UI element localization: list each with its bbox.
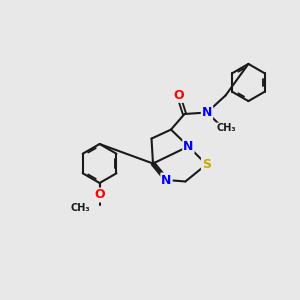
Text: N: N: [183, 140, 194, 153]
Text: S: S: [202, 158, 211, 171]
Text: CH₃: CH₃: [70, 202, 90, 213]
Text: O: O: [94, 188, 105, 202]
Text: N: N: [161, 173, 172, 187]
Text: CH₃: CH₃: [216, 123, 236, 134]
Text: O: O: [173, 89, 184, 102]
Text: N: N: [202, 106, 212, 119]
